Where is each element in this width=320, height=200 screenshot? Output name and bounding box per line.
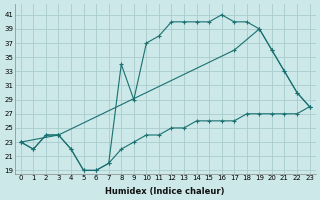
X-axis label: Humidex (Indice chaleur): Humidex (Indice chaleur) bbox=[106, 187, 225, 196]
